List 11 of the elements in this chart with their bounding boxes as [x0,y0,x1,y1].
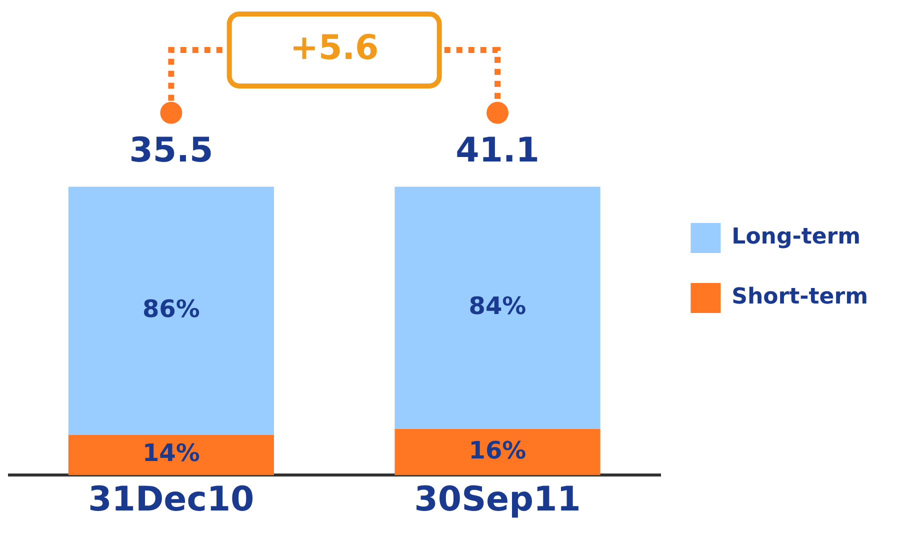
data-label: 14% [142,439,200,468]
x-tick-label: 30Sep11 [414,479,581,520]
data-label: 16% [468,436,526,464]
text: +5.6 [290,28,379,68]
data-label: 84% [468,292,526,320]
text: 35.5 [129,130,214,171]
data-label: 86% [142,295,200,324]
x-tick-label: 31Dec10 [88,479,254,520]
text: 41.1 [456,130,540,171]
legend-label: Long-term [732,224,861,250]
legend-label: Short-term [732,284,868,310]
